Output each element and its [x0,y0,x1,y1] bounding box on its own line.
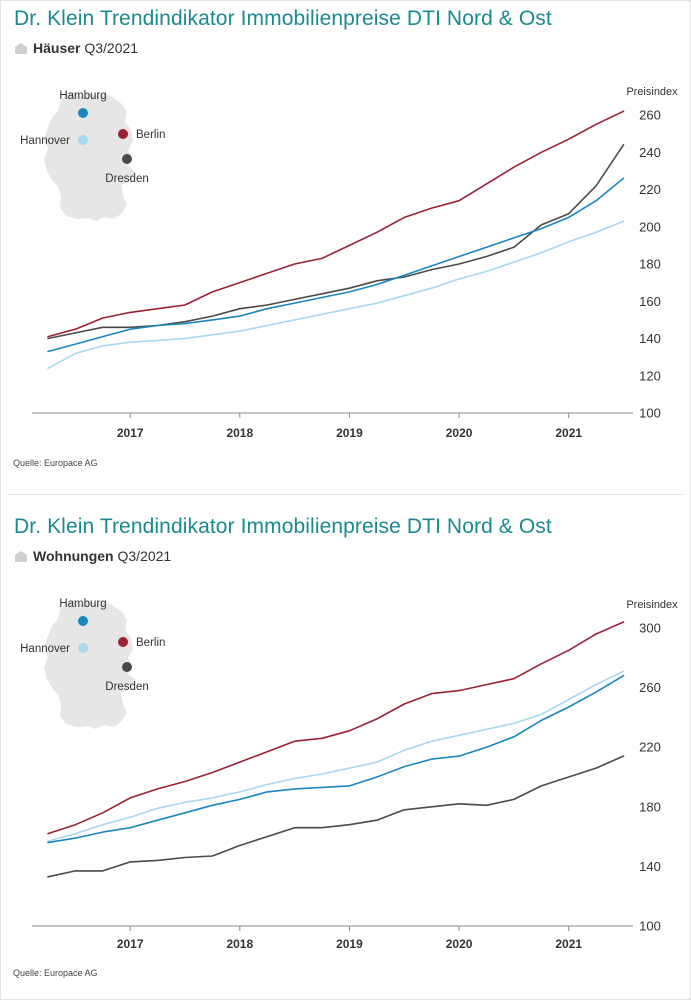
chart-panel-apartments: Dr. Klein Trendindikator Immobilienpreis… [0,508,691,1000]
quarter-label: Q3/2021 [84,40,139,56]
legend-label-dresden: Dresden [105,681,148,693]
x-tick-label: 2020 [446,426,473,440]
y-tick-label: 140 [639,859,661,874]
legend-label-berlin: Berlin [136,637,165,649]
panel-title: Dr. Klein Trendindikator Immobilienpreis… [14,515,552,538]
y-tick-label: 220 [639,182,661,197]
legend-label-hannover: Hannover [20,643,70,655]
panel-subtitle: Wohnungen Q3/2021 [14,548,171,564]
x-tick-label: 2021 [555,937,582,951]
y-tick-label: 200 [639,219,661,234]
y-tick-label: 300 [639,621,661,636]
legend-marker-hamburg [78,108,88,118]
legend-label-berlin: Berlin [136,129,165,141]
source-note: Quelle: Europace AG [13,458,98,468]
panel-subtitle: Häuser Q3/2021 [14,40,138,56]
y-tick-label: 260 [639,680,661,695]
legend-marker-berlin [118,129,128,139]
x-tick-label: 2017 [117,937,144,951]
y-axis-title: Preisindex [626,599,678,611]
legend-marker-dresden [122,662,132,672]
legend-marker-hannover [78,643,88,653]
legend-marker-dresden [122,154,132,164]
y-tick-label: 100 [639,919,661,934]
legend-marker-hannover [78,135,88,145]
series-line-hamburg [47,177,625,353]
legend-marker-berlin [118,637,128,647]
y-tick-label: 120 [639,368,661,383]
x-tick-label: 2019 [336,937,363,951]
y-tick-label: 240 [639,145,661,160]
y-tick-label: 140 [639,331,661,346]
category-label: Wohnungen [33,548,114,564]
legend-marker-hamburg [78,616,88,626]
legend-label-hamburg: Hamburg [59,598,106,610]
y-tick-label: 100 [639,406,661,421]
x-tick-label: 2019 [336,426,363,440]
legend-label-dresden: Dresden [105,173,148,185]
x-tick-label: 2021 [555,426,582,440]
x-tick-label: 2017 [117,426,144,440]
house-icon [15,551,27,562]
line-chart-apartments: Hamburg Hannover Berlin Dresden 2017 2018 2019… [20,598,678,951]
y-tick-label: 220 [639,740,661,755]
x-tick-label: 2020 [446,937,473,951]
panel-title: Dr. Klein Trendindikator Immobilienpreis… [14,7,552,30]
series-line-berlin [47,621,625,835]
x-tick-label: 2018 [226,937,253,951]
series-line-berlin [47,110,625,338]
line-chart-houses: Hamburg Hannover Berlin Dresden 2017 2018 2019… [20,86,678,440]
chart-panel-houses: Dr. Klein Trendindikator Immobilienpreis… [0,0,691,490]
house-icon [15,43,27,54]
source-note: Quelle: Europace AG [13,968,98,978]
quarter-label: Q3/2021 [117,548,172,564]
y-tick-label: 260 [639,108,661,123]
y-axis-title: Preisindex [626,86,678,98]
x-tick-label: 2018 [226,426,253,440]
series-line-dresden [47,755,625,878]
series-line-hannover [47,670,625,842]
category-label: Häuser [33,40,81,56]
series-line-hannover [47,220,625,370]
series-line-hamburg [47,674,625,844]
y-tick-label: 180 [639,799,661,814]
series-line-dresden [47,144,625,340]
germany-map [44,92,136,221]
panel-divider [8,494,683,495]
legend-label-hannover: Hannover [20,135,70,147]
legend-label-hamburg: Hamburg [59,90,106,102]
y-tick-label: 160 [639,294,661,309]
germany-map [44,600,136,729]
y-tick-label: 180 [639,257,661,272]
